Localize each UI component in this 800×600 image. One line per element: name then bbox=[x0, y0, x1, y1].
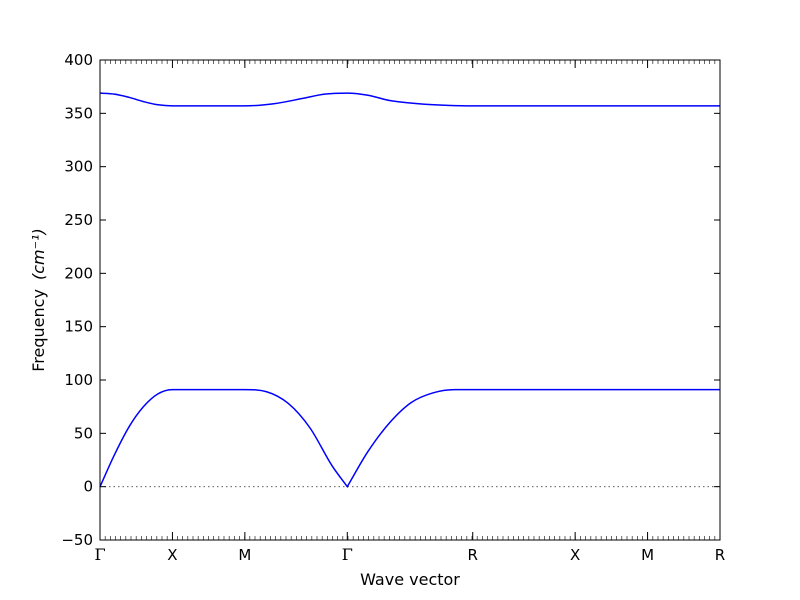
y-axis-label-unit: (cm⁻¹) bbox=[29, 228, 48, 280]
x-tick-label: X bbox=[167, 546, 177, 564]
x-tick-label: M bbox=[238, 546, 251, 564]
y-tick-label: −50 bbox=[61, 531, 93, 549]
y-tick-label: 150 bbox=[64, 318, 93, 336]
y-tick-label: 350 bbox=[64, 104, 93, 122]
x-tick-label: R bbox=[715, 546, 725, 564]
y-tick-label: 0 bbox=[83, 478, 93, 496]
plot-frame bbox=[99, 59, 721, 541]
y-tick-label: 400 bbox=[64, 51, 93, 69]
y-axis-label: Frequency (cm⁻¹) bbox=[29, 228, 48, 371]
y-tick-label: 200 bbox=[64, 264, 93, 282]
axes-ticks: −50 0 50 100 150 200 250 300 350 400 Γ X M Γ R X M R bbox=[61, 51, 725, 564]
x-tick-label: X bbox=[570, 546, 580, 564]
y-tick-label: 300 bbox=[64, 158, 93, 176]
y-axis-label-text: Frequency bbox=[29, 289, 48, 372]
y-tick-label: 100 bbox=[64, 371, 93, 389]
x-axis-label: Wave vector bbox=[360, 570, 460, 589]
series-line-1 bbox=[99, 388, 720, 489]
y-tick-label: 250 bbox=[64, 211, 93, 229]
x-tick-label: Γ bbox=[342, 545, 353, 564]
y-tick-label: 50 bbox=[74, 424, 93, 442]
x-tick-label: R bbox=[468, 546, 478, 564]
plot-area bbox=[99, 92, 720, 489]
x-tick-label: Γ bbox=[94, 545, 105, 564]
series-line-2 bbox=[99, 92, 720, 107]
x-tick-label: M bbox=[641, 546, 654, 564]
